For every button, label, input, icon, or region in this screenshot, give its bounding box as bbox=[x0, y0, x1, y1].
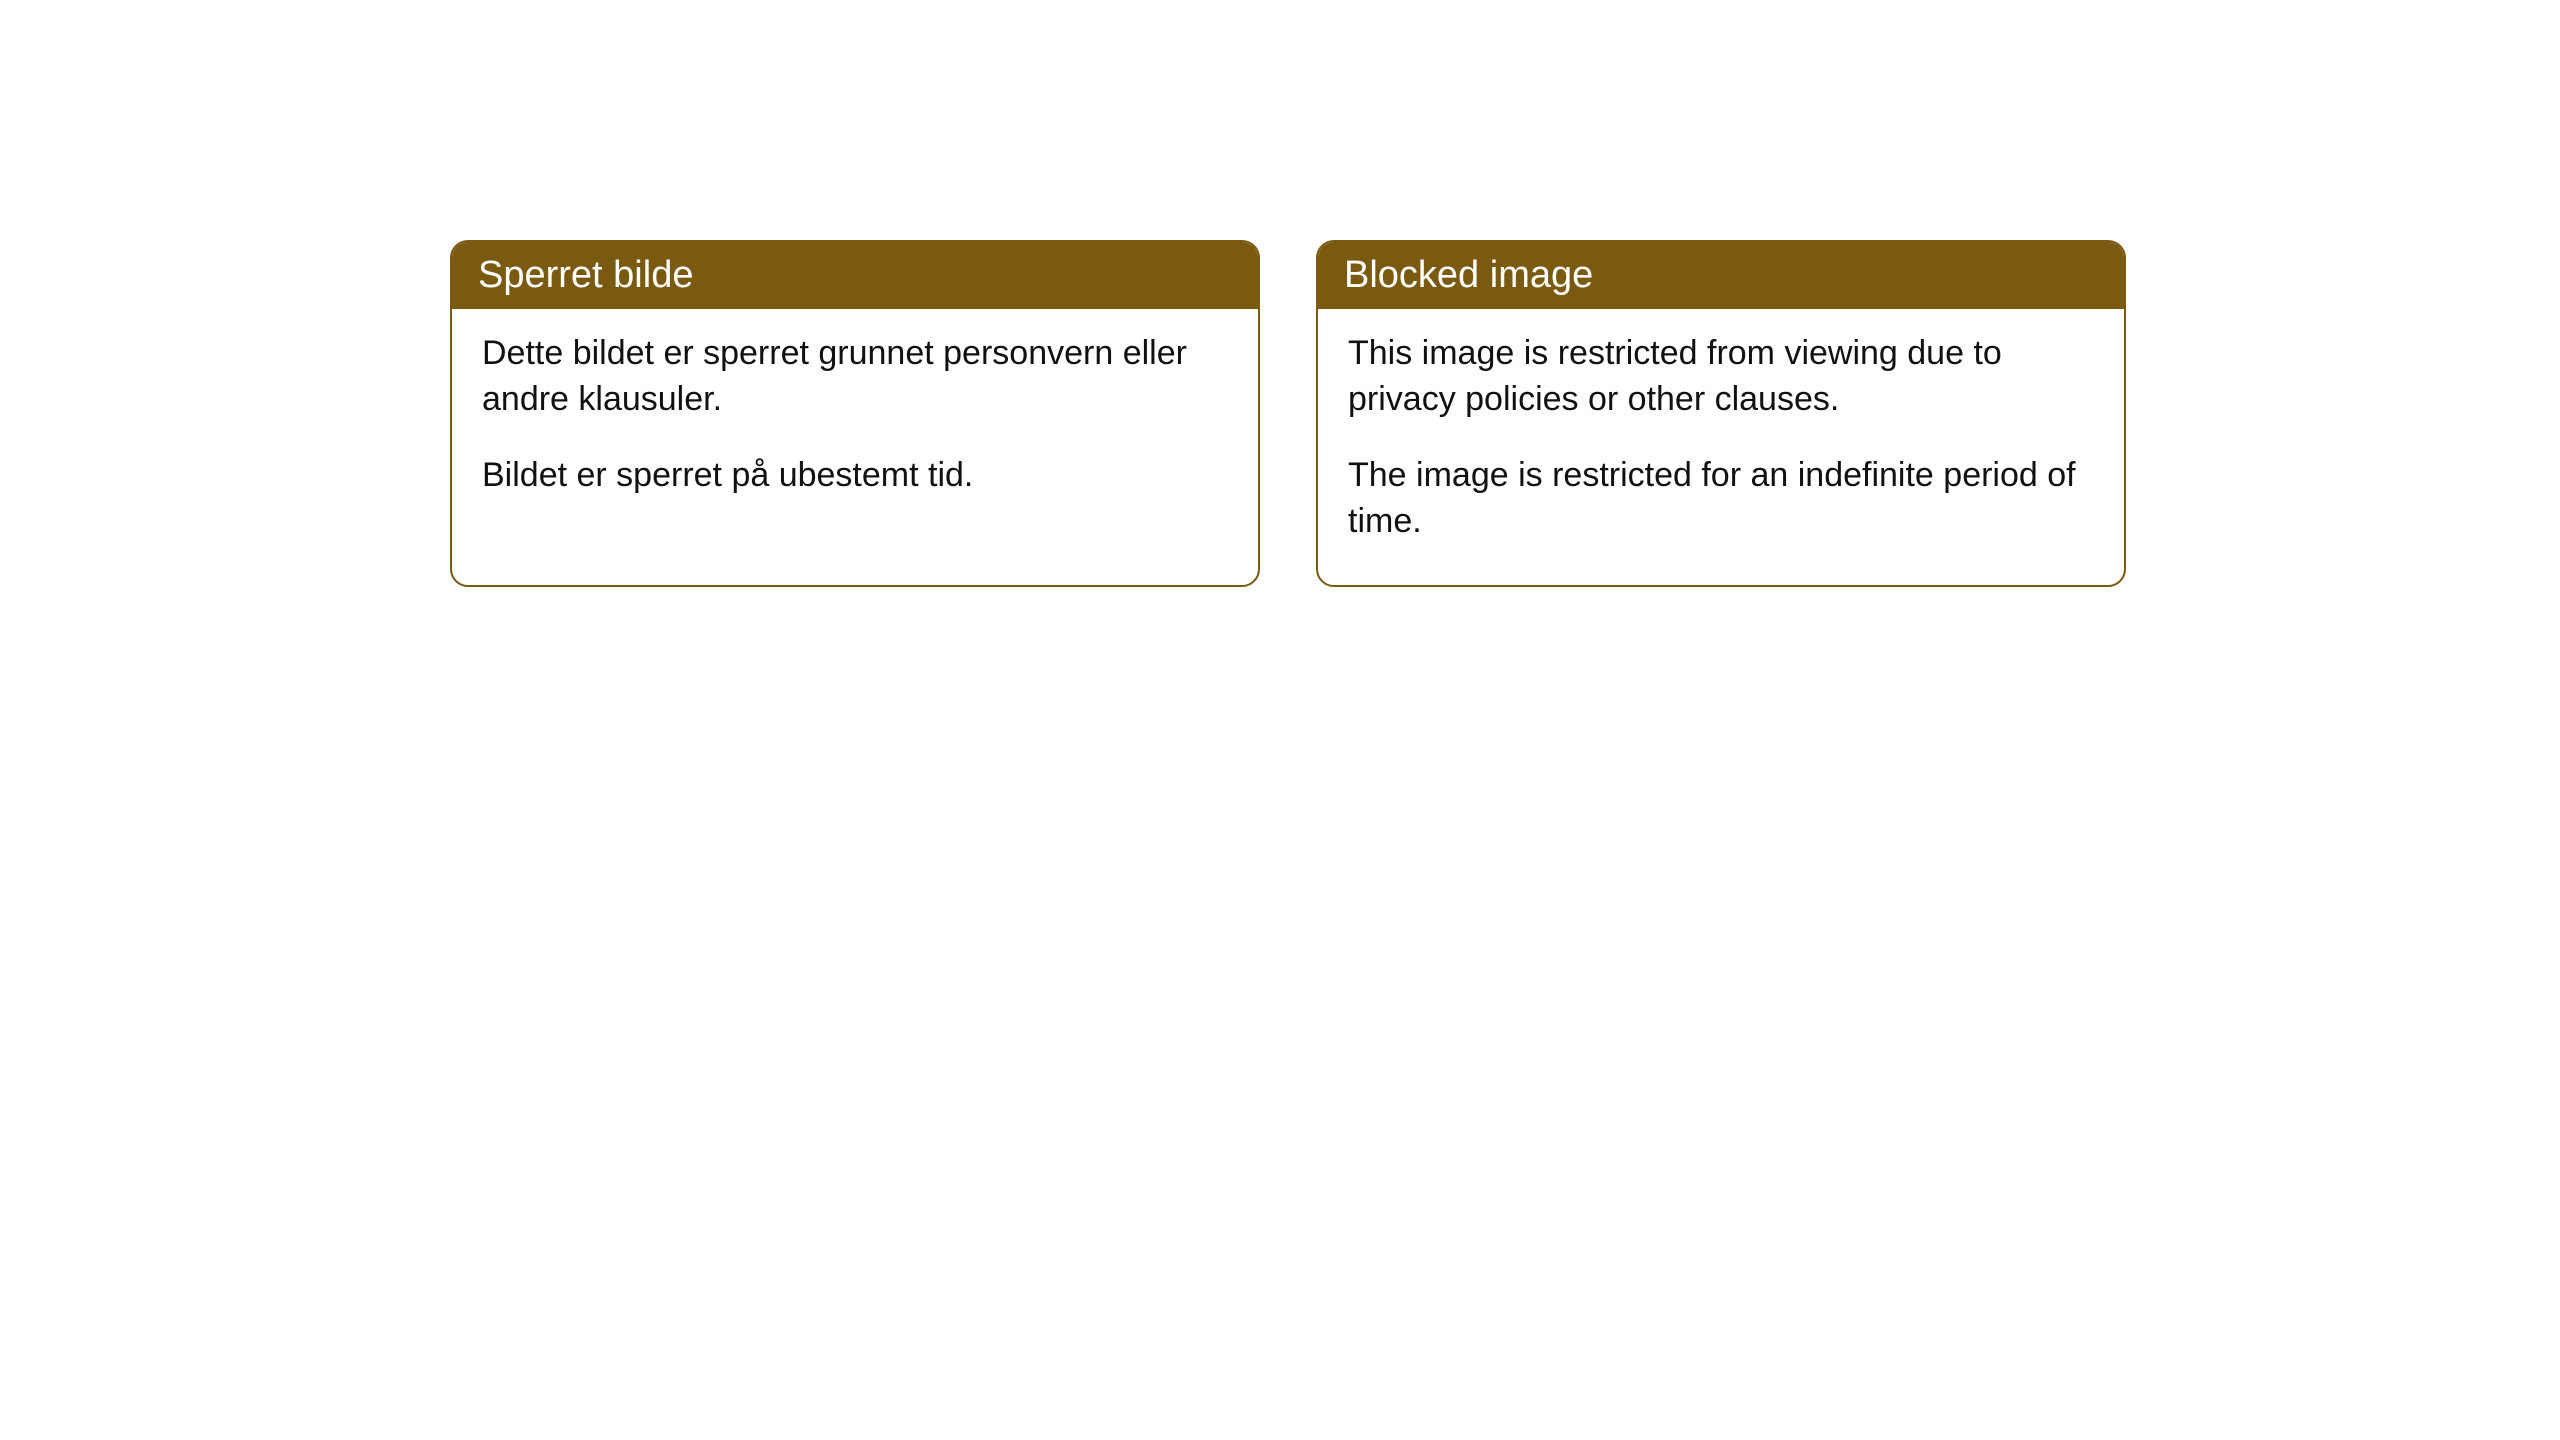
card-body: This image is restricted from viewing du… bbox=[1318, 309, 2124, 585]
notice-cards-container: Sperret bilde Dette bildet er sperret gr… bbox=[450, 240, 2126, 587]
card-paragraph: The image is restricted for an indefinit… bbox=[1348, 453, 2094, 545]
card-paragraph: Bildet er sperret på ubestemt tid. bbox=[482, 453, 1228, 499]
card-header: Sperret bilde bbox=[452, 242, 1258, 309]
card-header: Blocked image bbox=[1318, 242, 2124, 309]
card-paragraph: This image is restricted from viewing du… bbox=[1348, 331, 2094, 423]
card-paragraph: Dette bildet er sperret grunnet personve… bbox=[482, 331, 1228, 423]
notice-card-norwegian: Sperret bilde Dette bildet er sperret gr… bbox=[450, 240, 1260, 587]
card-body: Dette bildet er sperret grunnet personve… bbox=[452, 309, 1258, 539]
notice-card-english: Blocked image This image is restricted f… bbox=[1316, 240, 2126, 587]
